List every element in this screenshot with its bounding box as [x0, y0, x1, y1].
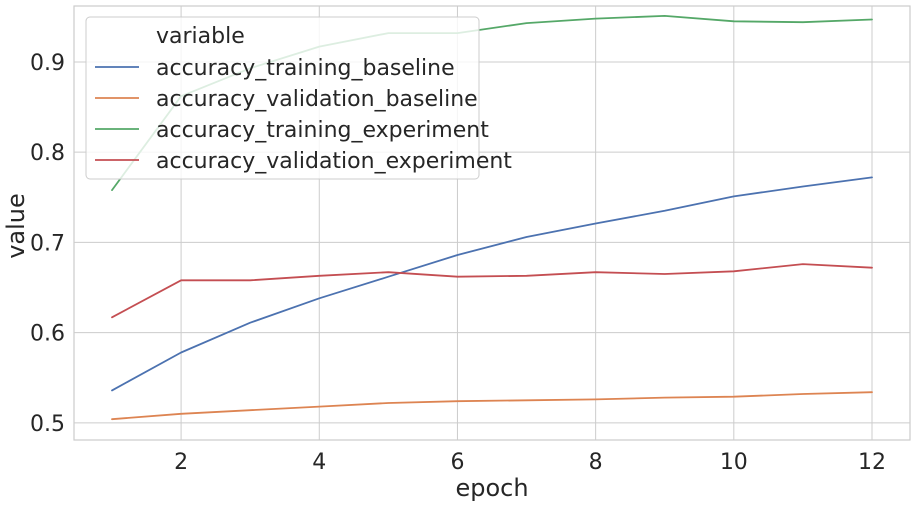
legend-label: accuracy_training_baseline: [156, 56, 455, 81]
y-tick-label: 0.8: [30, 141, 65, 166]
legend-label: accuracy_validation_experiment: [156, 149, 512, 174]
legend-label: accuracy_validation_baseline: [156, 87, 478, 112]
x-axis-label: epoch: [455, 474, 528, 502]
legend-title: variable: [156, 24, 245, 49]
y-axis-ticks: 0.5 0.6 0.7 0.8 0.9: [30, 51, 65, 437]
x-tick-label: 10: [720, 450, 748, 475]
legend-box: [85, 16, 480, 180]
legend-label: accuracy_training_experiment: [156, 118, 489, 143]
y-tick-label: 0.6: [30, 322, 65, 347]
x-tick-label: 2: [174, 450, 188, 475]
series-line-accuracy-training-baseline: [111, 176, 873, 392]
x-axis-ticks: 2 4 6 8 10 12: [174, 450, 886, 475]
y-tick-label: 0.7: [30, 231, 65, 256]
y-axis-label: value: [2, 193, 30, 259]
x-tick-label: 8: [589, 450, 603, 475]
x-tick-label: 6: [450, 450, 464, 475]
legend: variable accuracy_training_baselineaccur…: [85, 16, 512, 180]
x-tick-label: 4: [312, 450, 326, 475]
x-tick-label: 12: [858, 450, 886, 475]
series-line-accuracy-validation-baseline: [111, 391, 873, 421]
y-tick-label: 0.5: [30, 412, 65, 437]
series-line-accuracy-validation-experiment: [111, 263, 873, 319]
y-tick-label: 0.9: [30, 51, 65, 76]
